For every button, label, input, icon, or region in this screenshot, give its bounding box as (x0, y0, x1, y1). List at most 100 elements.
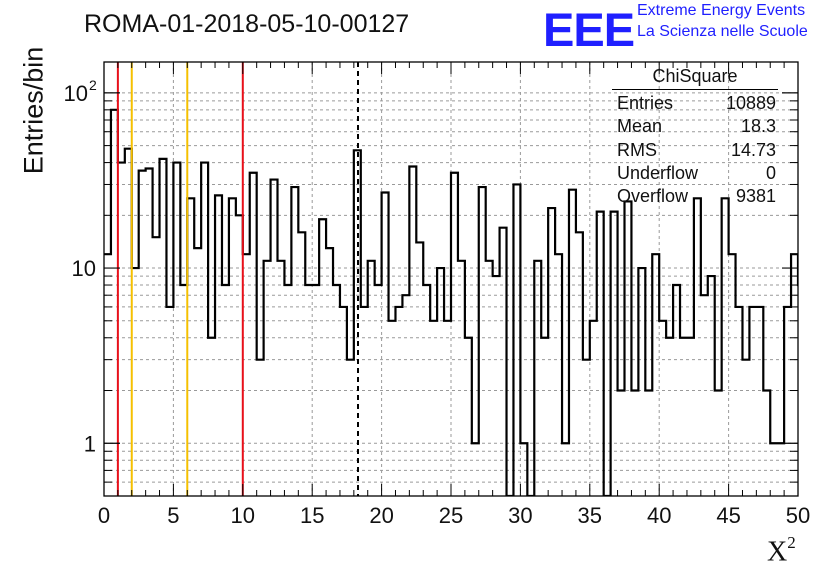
x-tick-label: 10 (231, 503, 255, 528)
histogram-bin (534, 261, 541, 496)
histogram-bin (569, 190, 576, 496)
marker-lines-layer (116, 62, 360, 496)
stats-row: Overflow 9381 (612, 185, 778, 208)
histogram-bin (326, 248, 333, 496)
histogram-bin (368, 261, 375, 496)
histogram-bin (291, 187, 298, 496)
stats-value: 18.3 (740, 116, 776, 137)
eee-logo: EEE (543, 3, 635, 56)
histogram-bin (812, 321, 819, 496)
histogram-bin (486, 261, 493, 496)
x-tick-label: 0 (98, 503, 110, 528)
histogram-bin (222, 285, 229, 496)
histogram-bin (153, 237, 160, 496)
stats-value: 0 (765, 162, 776, 183)
histogram-bin (284, 285, 291, 496)
histogram-bin (722, 198, 729, 496)
histogram-bin (548, 208, 555, 496)
histogram-bin (500, 228, 507, 496)
stats-label: Entries (617, 93, 674, 113)
histogram-bin (118, 163, 125, 496)
x-tick-label: 15 (300, 503, 324, 528)
histogram-bin (791, 254, 798, 496)
x-tick-label: 30 (508, 503, 532, 528)
histogram-bin (742, 360, 749, 496)
histogram-bin (160, 159, 167, 496)
histogram-bin (257, 360, 264, 496)
stats-value: 14.73 (730, 139, 776, 160)
histogram-bin (271, 180, 278, 496)
histogram-bin (361, 307, 368, 496)
histogram-bin (770, 443, 777, 496)
histogram-bin (111, 110, 118, 496)
histogram-bin (583, 360, 590, 496)
histogram-bin (409, 166, 416, 496)
histogram-bin (618, 391, 625, 496)
histogram-bin (708, 276, 715, 496)
histogram-bin (201, 163, 208, 496)
stats-value: 9381 (735, 186, 776, 207)
stats-row: Entries 10889 (612, 92, 778, 115)
histogram-bin (347, 360, 354, 496)
grid-layer (104, 62, 798, 496)
histogram-bin (694, 198, 701, 496)
stats-title: ChiSquare (612, 66, 778, 90)
chart-title: ROMA-01-2018-05-10-00127 (84, 10, 410, 38)
histogram-bin (666, 338, 673, 496)
histogram-bin (625, 201, 632, 496)
histogram-bin (132, 268, 139, 496)
stats-label: Overflow (617, 186, 689, 207)
histogram-bin (576, 232, 583, 496)
histogram-bin (729, 254, 736, 496)
histogram-bin (264, 261, 271, 496)
histogram-bin (479, 187, 486, 496)
histogram-bin (555, 254, 562, 496)
stats-label: Mean (617, 116, 663, 137)
histogram-bin (208, 338, 215, 496)
histogram-bin (194, 248, 201, 496)
histogram-bin (333, 285, 340, 496)
histogram-bin (645, 391, 652, 496)
histogram-bin (139, 171, 146, 496)
histogram-bin (784, 307, 791, 496)
histogram-bin (798, 285, 805, 496)
histogram-bin (562, 443, 569, 496)
histogram-bin (451, 173, 458, 496)
histogram-bin (437, 268, 444, 496)
histogram-bin (520, 443, 527, 496)
x-tick-label: 20 (369, 503, 393, 528)
histogram-bin (715, 391, 722, 496)
histogram-bin (736, 307, 743, 496)
x-tick-label: 5 (167, 503, 179, 528)
histogram-bin (229, 198, 236, 496)
histogram-bin (597, 212, 604, 496)
histogram-bin (340, 307, 347, 496)
histogram-bin (395, 307, 402, 496)
histogram-bin (180, 285, 187, 496)
histogram-bin (638, 268, 645, 496)
x-axis-label: X2 (767, 533, 796, 568)
histogram-bin (611, 212, 618, 496)
histogram-bin (305, 285, 312, 496)
y-tick-label-exponent: 2 (89, 77, 97, 93)
histogram-bin (125, 149, 132, 496)
stats-row: RMS 14.73 (612, 139, 778, 162)
histogram-bin (541, 338, 548, 496)
histogram-bin (756, 307, 763, 496)
histogram-bin (465, 338, 472, 496)
x-tick-label: 40 (647, 503, 671, 528)
histogram-bin (215, 195, 222, 496)
histogram-bin (166, 307, 173, 496)
stats-label: Underflow (617, 162, 699, 183)
histogram-bin (680, 338, 687, 496)
histogram-bin (416, 242, 423, 496)
y-tick-label: 10 (64, 81, 88, 106)
histogram-bin (298, 232, 305, 496)
logo-line-1: Extreme Energy Events (637, 2, 806, 19)
x-tick-label: 50 (786, 503, 810, 528)
histogram-bin (777, 443, 784, 496)
histogram-bin (590, 321, 597, 496)
stats-box: ChiSquare Entries 10889 Mean 18.3 RMS 14.73… (612, 66, 778, 208)
stats-row: Underflow 0 (612, 162, 778, 185)
